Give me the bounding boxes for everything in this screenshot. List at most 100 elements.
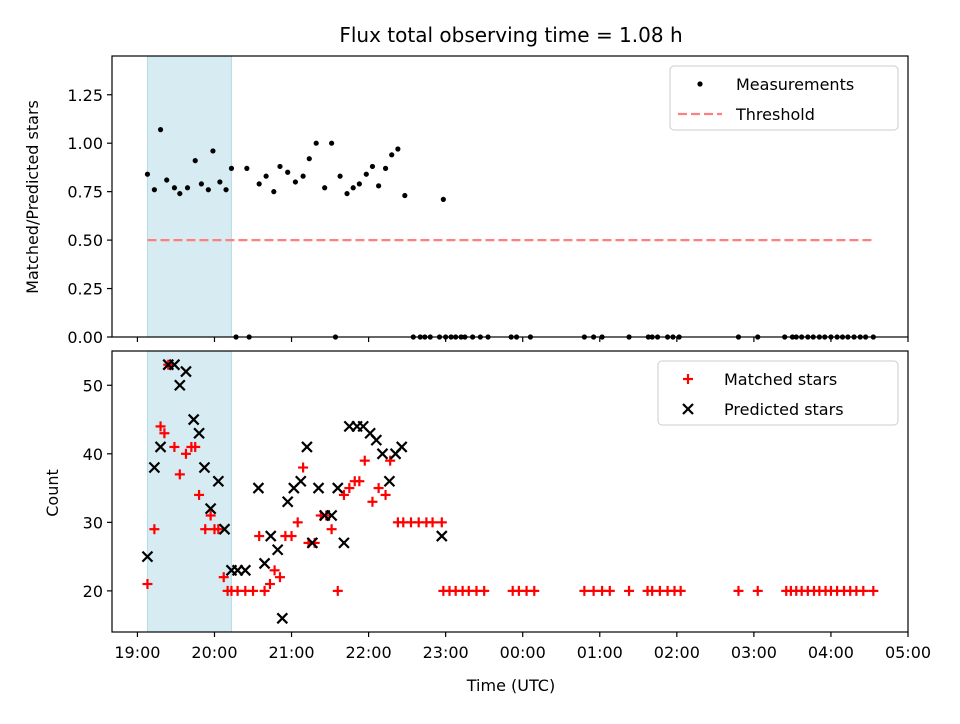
measurement-point [228,165,235,171]
matched-point [218,572,229,583]
matched-point [174,469,185,480]
chart-title: Flux total observing time = 1.08 h [339,23,682,47]
measurement-point [344,190,350,197]
measurement-point [157,127,164,133]
matched-point [292,517,303,528]
predicted-point [436,530,448,542]
x-tick-label: 22:00 [346,643,392,662]
measurement-point [205,187,211,193]
matched-point [200,524,211,535]
matched-point [213,524,224,535]
measurement-point [369,163,376,170]
measurement-point [292,179,298,185]
measurement-point [389,152,395,158]
matched-point [259,585,270,596]
predicted-point [383,475,396,487]
series-predicted-stars [141,358,448,625]
y-tick-label: 1.25 [67,86,103,105]
legend-box [669,65,899,131]
measurement-point [376,183,382,189]
measurement-point [300,173,306,179]
x-tick-label: 05:00 [885,643,931,662]
matched-point [298,462,309,473]
x-axis [136,337,909,342]
predicted-point [258,557,271,570]
x-tick-label: 20:00 [191,643,237,662]
measurement-point [271,189,277,195]
matched-point [380,489,391,500]
measurement-point [337,173,343,179]
highlight-span [146,350,232,633]
predicted-point [312,482,325,494]
predicted-point [141,550,154,563]
matched-point [479,585,490,596]
matched-point [354,476,365,487]
y-tick-label: 0.00 [67,328,103,347]
matched-point [624,585,635,596]
matched-point [332,585,343,596]
bottom-y-axis-label: Count [43,469,62,517]
matched-point [529,585,540,596]
measurement-point [151,187,157,193]
axes-frame [111,350,909,633]
predicted-point [174,379,186,392]
legend-label: Threshold [735,105,815,124]
matched-point [269,565,280,576]
matched-point [149,524,160,535]
predicted-point [212,475,225,487]
matched-point [675,585,686,596]
predicted-point [180,365,192,378]
legend-label: Predicted stars [724,400,844,419]
matched-point [180,448,191,459]
measurement-point [382,165,389,171]
x-tick-label: 21:00 [268,643,314,662]
measurement-point [322,185,328,191]
measurement-point [198,181,204,187]
measurement-point [263,173,269,179]
legend: Measurements Threshold [669,65,899,131]
predicted-point [264,530,277,542]
matched-point [858,585,869,596]
measurement-point [350,185,356,191]
y-axis: 20 30 40 50 [83,376,112,601]
matched-point [367,496,378,507]
measurement-point [164,177,170,183]
x-tick-label: 03:00 [731,643,777,662]
predicted-point [331,482,344,494]
x-tick-label: 02:00 [654,643,700,662]
predicted-point [154,441,167,453]
matched-point [264,579,275,590]
predicted-point [281,496,294,508]
x-tick-label: 01:00 [577,643,623,662]
matched-point [142,579,153,590]
legend-label: Matched stars [724,370,837,389]
predicted-point [295,475,307,487]
measurement-point [256,181,262,187]
predicted-point [239,564,252,577]
matched-point [155,421,166,432]
measurement-point [192,158,198,164]
measurement-point [440,196,446,203]
predicted-point [376,448,389,460]
predicted-point [370,434,383,446]
matched-point [733,585,744,596]
measurement-point [210,148,216,154]
measurement-point [277,163,283,170]
matched-point [604,585,615,596]
predicted-point [198,461,211,474]
x-tick-label: 23:00 [423,643,469,662]
x-tick-label: 04:00 [808,643,854,662]
y-tick-label: 40 [83,445,103,464]
matched-point [427,517,438,528]
measurement-point [144,171,151,177]
legend-marker-matched [683,374,693,384]
matched-point [752,585,763,596]
top-y-axis-label: Matched/Predicted stars [23,100,42,294]
matched-point [254,531,265,542]
matched-point [385,455,396,466]
predicted-point [301,441,313,453]
predicted-point [187,413,200,426]
measurement-point [184,185,191,191]
legend-marker-predicted [682,403,694,415]
